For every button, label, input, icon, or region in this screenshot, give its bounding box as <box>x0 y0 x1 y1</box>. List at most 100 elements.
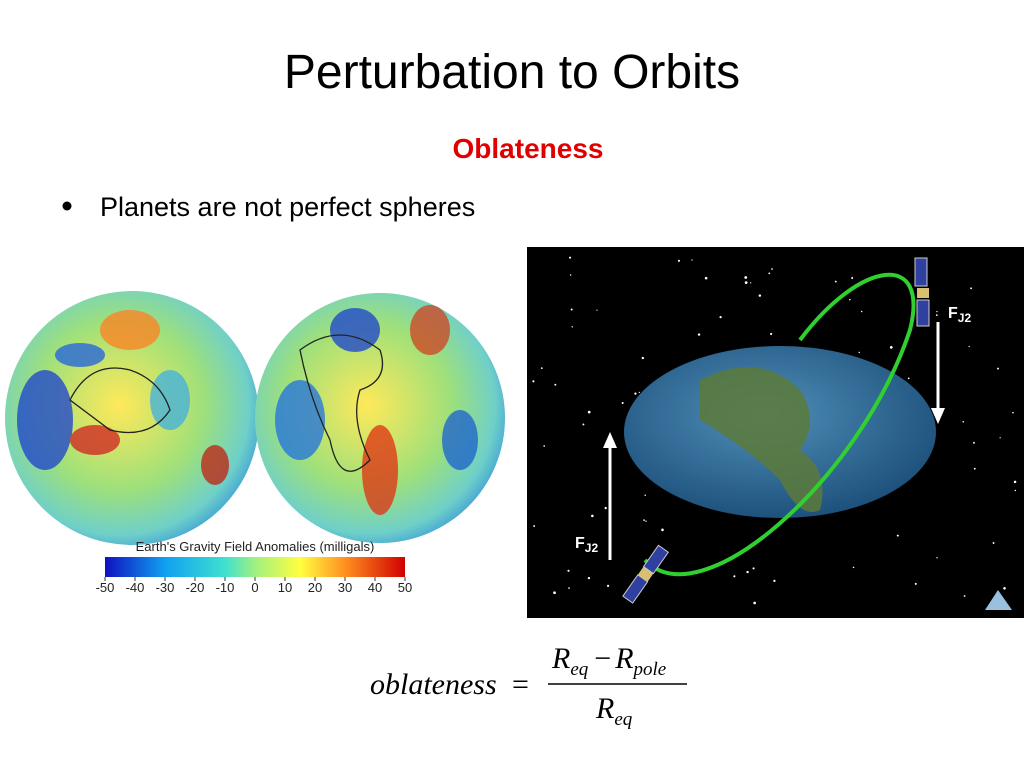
star <box>554 383 557 386</box>
star <box>858 351 860 354</box>
star <box>770 332 773 336</box>
star <box>1003 587 1006 590</box>
star <box>587 576 591 580</box>
star <box>606 584 610 587</box>
colorbar-tick-label: 40 <box>368 580 382 595</box>
bullet-dot <box>62 201 72 211</box>
star <box>661 528 664 532</box>
star <box>771 268 773 270</box>
star <box>935 314 938 316</box>
colorbar-tick-label: 10 <box>278 580 292 595</box>
slide-subtitle: Oblateness <box>453 133 604 164</box>
colorbar-tick-label: -20 <box>186 580 205 595</box>
formula-lhs: oblateness <box>370 668 497 701</box>
star <box>571 326 573 328</box>
star <box>963 595 966 597</box>
star <box>691 259 693 261</box>
star <box>533 525 536 528</box>
anomaly-blobs <box>17 305 478 515</box>
star <box>638 391 641 393</box>
star <box>851 276 854 279</box>
star <box>936 557 938 559</box>
arrowhead <box>931 408 945 424</box>
star <box>543 445 546 447</box>
numerator: Req − Rpole <box>551 642 666 680</box>
colorbar-tick-label: 50 <box>398 580 412 595</box>
star <box>604 506 607 510</box>
force-label: FJ2 <box>575 535 598 555</box>
star <box>553 591 556 595</box>
colorbar-tick-label: -30 <box>156 580 175 595</box>
bullet-text: Planets are not perfect spheres <box>100 192 475 222</box>
force-subscript: J2 <box>958 311 972 325</box>
star <box>914 582 917 585</box>
star <box>753 601 756 605</box>
star <box>567 569 570 572</box>
colorbar-tick-label: -50 <box>96 580 115 595</box>
star <box>596 309 598 311</box>
star <box>936 310 938 313</box>
star <box>889 345 893 349</box>
denominator: Req <box>595 692 633 730</box>
star <box>773 579 776 582</box>
star <box>992 542 995 544</box>
gravity-figure: Earth's Gravity Field Anomalies (milliga… <box>5 291 505 595</box>
star <box>849 298 851 301</box>
star <box>569 274 572 276</box>
star <box>907 377 910 380</box>
satellite <box>914 257 930 327</box>
colorbar-title: Earth's Gravity Field Anomalies (milliga… <box>136 539 375 554</box>
star <box>733 575 736 578</box>
star <box>968 345 970 348</box>
arrowhead <box>603 432 617 448</box>
star <box>568 587 570 589</box>
star <box>643 519 645 521</box>
star <box>896 534 899 537</box>
force-symbol: F <box>575 535 585 552</box>
colorbar <box>105 557 405 577</box>
force-subscript: J2 <box>585 541 599 555</box>
star <box>834 280 837 283</box>
star <box>1013 480 1017 484</box>
star <box>970 287 973 290</box>
formula: oblateness = Req − Rpole Req <box>370 642 687 730</box>
star <box>973 441 975 444</box>
satellite <box>622 544 669 604</box>
star <box>677 259 681 262</box>
logo <box>985 590 1012 610</box>
star <box>999 437 1001 439</box>
subscript: eq <box>614 709 632 730</box>
force-label: FJ2 <box>948 305 971 325</box>
star <box>744 276 748 279</box>
star <box>768 272 771 275</box>
star <box>587 410 591 414</box>
star <box>962 421 965 423</box>
star <box>997 367 999 370</box>
colorbar-tick-label: -10 <box>216 580 235 595</box>
star <box>591 514 594 518</box>
star <box>644 494 646 496</box>
star <box>641 356 645 360</box>
star <box>752 567 755 570</box>
globe <box>255 293 505 543</box>
star <box>569 256 572 259</box>
star <box>582 423 585 426</box>
star <box>1014 489 1017 492</box>
coastline <box>69 334 384 472</box>
star <box>532 380 535 383</box>
star <box>634 392 637 395</box>
star <box>852 566 855 569</box>
colorbar-tick-label: 30 <box>338 580 352 595</box>
star <box>860 310 863 313</box>
star <box>1012 411 1014 414</box>
star <box>744 281 748 285</box>
slide-title: Perturbation to Orbits <box>284 46 740 99</box>
orbit-figure: FJ2 FJ2 <box>527 247 1024 618</box>
subscript: pole <box>632 659 667 680</box>
formula-equals: = <box>512 668 529 701</box>
subscript: eq <box>570 659 588 680</box>
star <box>973 467 976 470</box>
star <box>750 282 752 284</box>
colorbar-tick-label: 0 <box>251 580 258 595</box>
